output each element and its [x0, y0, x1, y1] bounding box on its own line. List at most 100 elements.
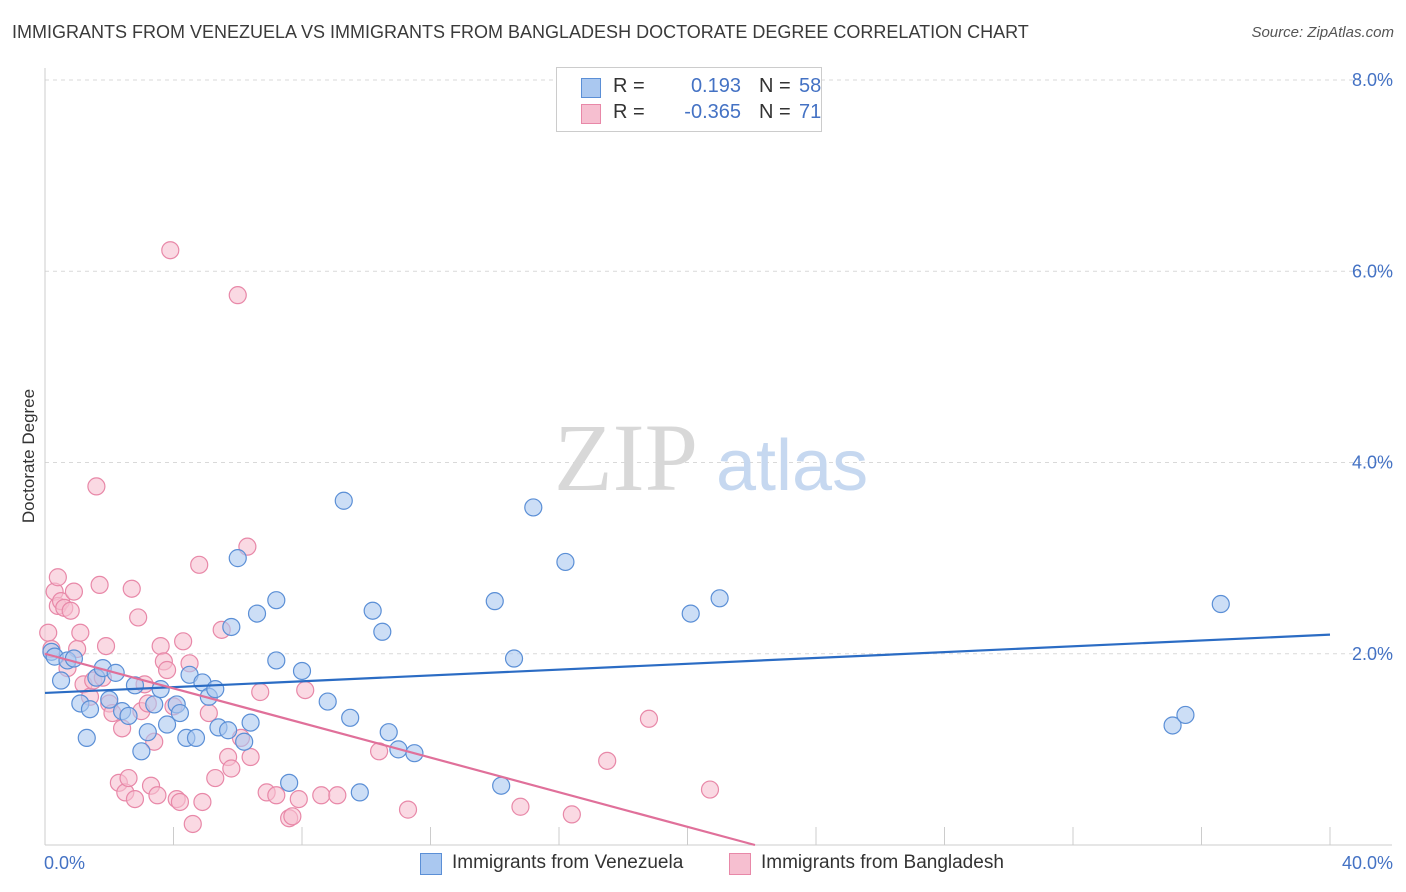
venezuela-point	[80, 700, 100, 719]
bangladesh-point	[228, 286, 247, 305]
bangladesh-point	[241, 747, 260, 767]
bangladesh-point	[398, 800, 418, 819]
bangladesh-point	[190, 555, 209, 574]
venezuela-point	[222, 617, 241, 637]
bangladesh-point	[151, 636, 170, 656]
bangladesh-point	[222, 759, 241, 778]
venezuela-point	[1211, 594, 1230, 614]
bangladesh-point	[639, 709, 659, 728]
venezuela-point	[132, 742, 151, 761]
bangladesh-point	[170, 792, 190, 812]
grid-lines	[45, 79, 1392, 655]
legend-r-value: -0.365	[684, 101, 741, 123]
bangladesh-point	[283, 807, 302, 826]
legend-r-label: R =	[613, 101, 645, 123]
venezuela-point	[363, 601, 382, 620]
chart-title: IMMIGRANTS FROM VENEZUELA VS IMMIGRANTS …	[12, 22, 1029, 42]
venezuela-point	[485, 592, 504, 611]
venezuela-point	[1176, 705, 1195, 725]
venezuela-point	[710, 589, 729, 608]
venezuela-point	[77, 728, 96, 748]
x-tick-label: 40.0%	[1342, 853, 1393, 873]
bangladesh-point	[61, 601, 80, 620]
venezuela-point	[379, 723, 398, 742]
venezuela-point	[280, 773, 299, 792]
venezuela-points	[42, 491, 1230, 802]
bangladesh-point	[48, 568, 67, 587]
bangladesh-point	[129, 608, 148, 627]
bangladesh-point	[598, 751, 617, 770]
bangladesh-point	[183, 814, 202, 834]
venezuela-point	[145, 695, 164, 714]
bangladesh-point	[511, 797, 530, 816]
bangladesh-trend-line	[44, 652, 756, 847]
bangladesh-point	[328, 786, 347, 805]
venezuela-point	[51, 671, 71, 690]
bangladesh-point	[125, 789, 145, 809]
venezuela-point	[681, 604, 700, 623]
trend-lines	[44, 633, 1331, 847]
series-label-bangladesh: Immigrants from Bangladesh	[761, 852, 1004, 873]
bangladesh-point	[157, 660, 177, 680]
legend-n-label: N =	[759, 101, 791, 123]
series-swatch-venezuela	[420, 853, 442, 875]
venezuela-point	[524, 498, 543, 517]
venezuela-point	[341, 708, 360, 727]
y-tick-label: 4.0%	[1352, 453, 1393, 473]
venezuela-point	[219, 721, 238, 740]
axes	[44, 68, 1392, 846]
venezuela-point	[186, 728, 206, 748]
venezuela-point	[228, 549, 247, 568]
venezuela-point	[138, 723, 157, 742]
venezuela-point	[504, 649, 524, 668]
venezuela-point	[64, 649, 84, 668]
venezuela-point	[350, 783, 369, 802]
bangladesh-point	[312, 786, 331, 805]
venezuela-point	[334, 491, 353, 510]
series-swatch-bangladesh	[729, 853, 751, 875]
venezuela-point	[170, 703, 190, 723]
y-tick-label: 2.0%	[1352, 644, 1393, 664]
venezuela-point	[157, 715, 177, 734]
bangladesh-point	[161, 241, 180, 260]
y-tick-label: 6.0%	[1352, 261, 1393, 281]
venezuela-point	[235, 732, 254, 751]
bangladesh-point	[90, 575, 109, 595]
legend-swatch-bangladesh	[581, 104, 601, 124]
source-note: Source: ZipAtlas.com	[1251, 24, 1394, 41]
bangladesh-point	[289, 789, 308, 809]
tick-labels: 2.0% 4.0% 6.0% 8.0% 0.0% 40.0%	[44, 70, 1393, 873]
legend-r-value: 0.193	[690, 75, 741, 97]
bangladesh-point	[562, 805, 581, 824]
watermark-zip: ZIP	[554, 404, 698, 511]
venezuela-point	[492, 776, 511, 795]
bangladesh-point	[193, 792, 212, 812]
venezuela-point	[241, 713, 260, 732]
venezuela-point	[267, 591, 286, 610]
bangladesh-point	[148, 786, 167, 805]
bangladesh-point	[700, 780, 720, 799]
bangladesh-point	[267, 786, 286, 805]
venezuela-point	[318, 692, 337, 711]
venezuela-point	[119, 706, 138, 726]
legend-swatch-venezuela	[581, 78, 601, 98]
venezuela-point	[556, 552, 575, 572]
legend-n-value: 71	[799, 101, 822, 123]
watermark-atlas: atlas	[716, 426, 868, 506]
bangladesh-point	[206, 768, 225, 788]
legend-r-label: R =	[613, 75, 645, 97]
x-tick-label: 0.0%	[44, 853, 85, 873]
y-axis-label: Doctorate Degree	[19, 389, 38, 523]
bangladesh-point	[87, 477, 106, 496]
bangladesh-point	[96, 636, 116, 656]
venezuela-point	[206, 680, 225, 699]
bangladesh-point	[251, 682, 270, 702]
venezuela-point	[373, 622, 392, 641]
venezuela-point	[100, 690, 119, 709]
correlation-legend: R = 0.193 N = 58 R = -0.365 N = 71	[556, 67, 822, 132]
bangladesh-point	[199, 703, 218, 723]
legend-n-label: N =	[759, 75, 791, 97]
bangladesh-point	[119, 768, 138, 788]
venezuela-point	[292, 661, 312, 681]
bangladesh-point	[71, 623, 90, 642]
